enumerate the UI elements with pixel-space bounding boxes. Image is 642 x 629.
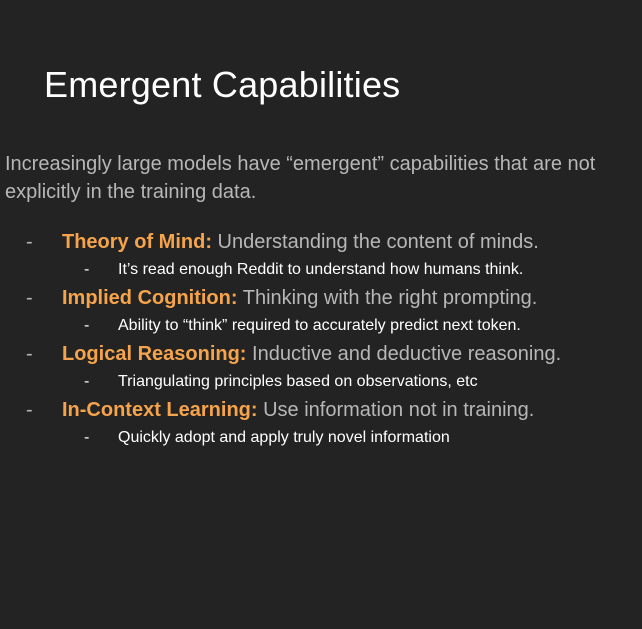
sub-bullet-text: Triangulating principles based on observ… bbox=[118, 373, 478, 390]
bullet-text: Logical Reasoning: Inductive and deducti… bbox=[62, 343, 561, 366]
bullet-marker: - bbox=[26, 287, 33, 309]
sub-bullet-text: Quickly adopt and apply truly novel info… bbox=[118, 429, 450, 446]
bullet-label: Implied Cognition: bbox=[62, 287, 238, 309]
sub-bullet-item: - Quickly adopt and apply truly novel in… bbox=[0, 425, 642, 453]
sub-bullet-text: It’s read enough Reddit to understand ho… bbox=[118, 261, 524, 278]
bullet-description: Thinking with the right prompting. bbox=[237, 287, 538, 309]
sub-bullet-item: - Ability to “think” required to accurat… bbox=[0, 313, 642, 341]
bullet-description: Understanding the content of minds. bbox=[211, 231, 539, 253]
bullet-text: Implied Cognition: Thinking with the rig… bbox=[62, 287, 537, 310]
bullet-label: Logical Reasoning: bbox=[62, 343, 247, 365]
bullet-item-implied-cognition: - Implied Cognition: Thinking with the r… bbox=[0, 285, 642, 313]
bullet-item-in-context-learning: - In-Context Learning: Use information n… bbox=[0, 397, 642, 425]
bullet-text: In-Context Learning: Use information not… bbox=[62, 399, 534, 422]
bullet-label: In-Context Learning: bbox=[62, 399, 258, 421]
sub-bullet-marker: - bbox=[84, 373, 90, 390]
sub-bullet-marker: - bbox=[84, 261, 90, 278]
bullet-description: Use information not in training. bbox=[257, 399, 535, 421]
bullet-marker: - bbox=[26, 343, 33, 365]
bullet-list: - Theory of Mind: Understanding the cont… bbox=[0, 229, 642, 453]
bullet-marker: - bbox=[26, 231, 33, 253]
sub-bullet-text: Ability to “think” required to accuratel… bbox=[118, 317, 521, 334]
bullet-description: Inductive and deductive reasoning. bbox=[246, 343, 562, 365]
sub-bullet-marker: - bbox=[84, 317, 90, 334]
bullet-label: Theory of Mind: bbox=[62, 231, 212, 253]
bullet-item-theory-of-mind: - Theory of Mind: Understanding the cont… bbox=[0, 229, 642, 257]
slide-intro: Increasingly large models have “emergent… bbox=[5, 153, 596, 203]
sub-bullet-item: - It’s read enough Reddit to understand … bbox=[0, 257, 642, 285]
slide-title: Emergent Capabilities bbox=[44, 64, 401, 105]
bullet-item-logical-reasoning: - Logical Reasoning: Inductive and deduc… bbox=[0, 341, 642, 369]
bullet-text: Theory of Mind: Understanding the conten… bbox=[62, 231, 539, 254]
sub-bullet-item: - Triangulating principles based on obse… bbox=[0, 369, 642, 397]
sub-bullet-marker: - bbox=[84, 429, 90, 446]
bullet-marker: - bbox=[26, 399, 33, 421]
